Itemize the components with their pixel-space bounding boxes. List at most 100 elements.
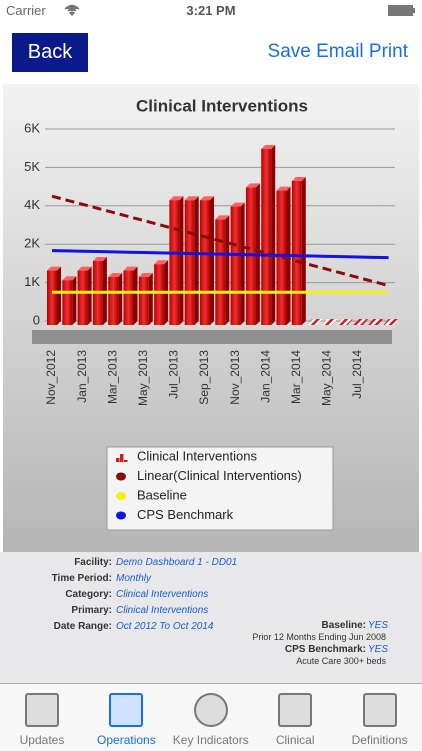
battery-icon xyxy=(388,5,415,16)
bar xyxy=(47,270,57,325)
floor-front xyxy=(32,330,392,344)
bar xyxy=(184,200,195,325)
legend-label: Baseline xyxy=(137,487,187,502)
bar-side xyxy=(148,273,153,325)
bar-top xyxy=(62,276,77,281)
legend-marker xyxy=(116,511,126,520)
bar-top xyxy=(215,215,230,220)
bar xyxy=(62,280,73,325)
legend-marker xyxy=(116,472,126,481)
back-button[interactable]: Back xyxy=(12,33,88,72)
legend-box xyxy=(106,446,334,531)
benchmark-label: CPS Benchmark: xyxy=(284,644,366,655)
nav-actions: Save Email Print xyxy=(268,41,408,63)
bar xyxy=(123,270,134,325)
x-tick-label: Nov_2013 xyxy=(228,350,242,405)
y-tick-label: 1K xyxy=(24,274,40,289)
info-label: Primary: xyxy=(71,605,112,616)
legend-label: Clinical Interventions xyxy=(137,448,257,463)
bar-side xyxy=(72,276,77,325)
info-label: Category: xyxy=(65,589,112,600)
tab-label: Key Indicators xyxy=(172,733,249,747)
bar-top xyxy=(154,260,169,265)
tab[interactable]: Definitions xyxy=(338,684,422,751)
zero-bar xyxy=(337,319,353,325)
tab[interactable]: Clinical xyxy=(253,684,337,751)
x-tick-label: Mar_2013 xyxy=(105,350,119,404)
info-value: Monthly xyxy=(116,573,152,584)
benchmark-note: Acute Care 300+ beds xyxy=(296,656,386,666)
x-tick-label: Jan_2013 xyxy=(75,350,89,403)
bar xyxy=(154,264,165,325)
zero-bar xyxy=(383,319,399,325)
bar xyxy=(77,270,88,325)
info-label: Date Range: xyxy=(53,621,112,632)
bar-side xyxy=(194,196,199,325)
tab-bar: Updates Operations Key Indicators Clinical D… xyxy=(0,683,422,751)
x-tick-label: Jul_2013 xyxy=(167,350,181,399)
line xyxy=(51,194,389,288)
x-tick-label: Jul_2014 xyxy=(350,350,364,399)
bar xyxy=(169,200,180,325)
zero-bar xyxy=(368,319,384,325)
bar-top xyxy=(138,273,153,277)
tab[interactable]: Updates xyxy=(0,684,84,751)
legend: Clinical Interventions Linear(Clinical In… xyxy=(106,446,334,531)
tab-label: Updates xyxy=(19,733,65,747)
bar-side xyxy=(240,202,245,325)
x-tick-label: Sep_2013 xyxy=(197,350,211,405)
print-button[interactable]: Print xyxy=(368,41,408,62)
bar xyxy=(261,149,272,325)
bar xyxy=(138,277,149,325)
y-tick-label: 6K xyxy=(24,120,40,135)
email-button[interactable]: Email xyxy=(316,41,364,62)
bar-top xyxy=(184,196,199,201)
info-panel: Facility: Demo Dashboard 1 - DD01 Time Per… xyxy=(0,552,422,683)
legend-marker xyxy=(120,454,124,462)
zero-bar xyxy=(307,319,323,325)
info-label: Time Period: xyxy=(51,573,112,584)
y-tick-label: 2K xyxy=(24,236,40,251)
tab[interactable]: Key Indicators xyxy=(169,684,253,751)
bar-side xyxy=(179,196,184,325)
tab-label: Definitions xyxy=(351,733,408,747)
bar-side xyxy=(57,266,61,325)
bar-side xyxy=(87,266,92,325)
tab-icon xyxy=(278,693,313,727)
zero-bar xyxy=(322,319,338,325)
bar-side xyxy=(210,196,214,325)
bar-top xyxy=(123,266,138,271)
x-tick-label: May_2014 xyxy=(320,350,334,406)
y-tick-label: 0 xyxy=(33,312,40,327)
info-label: Facility: xyxy=(74,557,112,568)
baseline-value: YES xyxy=(368,620,389,631)
carrier: Carrier xyxy=(6,3,46,18)
bar-top xyxy=(261,145,276,149)
zero-bar xyxy=(353,319,368,325)
bar-side xyxy=(118,273,123,325)
bar-top xyxy=(245,183,260,188)
tab[interactable]: Operations xyxy=(84,684,168,751)
status-bar: Carrier 3:21 PM xyxy=(0,0,422,20)
bar xyxy=(200,200,210,325)
bar-top xyxy=(47,266,61,271)
x-tick-label: May_2013 xyxy=(136,350,150,406)
bar xyxy=(230,206,241,325)
wifi-icon xyxy=(64,4,80,16)
bar-top xyxy=(276,186,291,191)
legend-marker xyxy=(124,460,128,462)
tab-icon xyxy=(109,693,144,727)
save-button[interactable]: Save xyxy=(267,41,311,62)
bar-top xyxy=(77,266,92,271)
legend-marker xyxy=(116,492,126,500)
tab-icon xyxy=(193,693,228,727)
legend-label: Linear(Clinical Interventions) xyxy=(137,468,302,483)
legend-label: CPS Benchmark xyxy=(137,507,234,522)
bar-side xyxy=(271,145,276,325)
info-value: Clinical Interventions xyxy=(116,605,209,616)
chart-title: Clinical Interventions xyxy=(136,96,308,115)
baseline-label: Baseline: xyxy=(321,620,366,631)
bar xyxy=(215,219,226,325)
x-tick-label: Mar_2014 xyxy=(289,350,303,404)
